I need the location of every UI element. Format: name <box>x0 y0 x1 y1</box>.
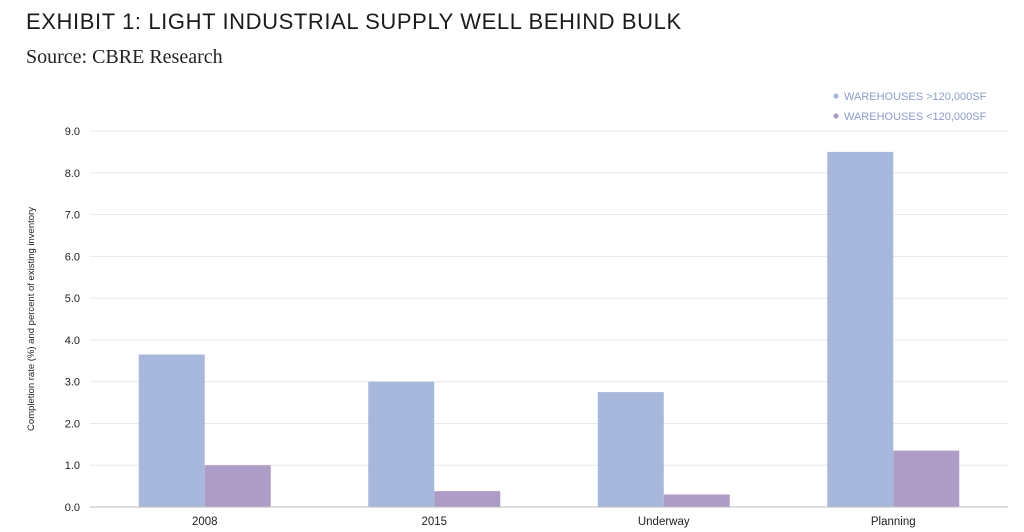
y-axis-label: Completion rate (%) and percent of exist… <box>26 207 37 431</box>
y-axis-ticks: 0.0 1.0 2.0 3.0 4.0 5.0 6.0 7.0 8.0 9.0 <box>65 126 80 514</box>
y-tick-label: 8.0 <box>65 168 80 180</box>
bar-small-planning <box>893 450 960 507</box>
y-tick-label: 0.0 <box>65 502 80 514</box>
y-tick-label: 3.0 <box>65 377 80 389</box>
legend: WAREHOUSES >120,000SF WAREHOUSES <120,000… <box>833 91 987 123</box>
bar-large-2015 <box>368 381 435 507</box>
y-tick-label: 4.0 <box>65 335 80 347</box>
chart-subtitle: Source: CBRE Research <box>26 46 223 68</box>
legend-marker <box>833 113 839 119</box>
x-tick-label: 2008 <box>192 516 218 528</box>
y-tick-label: 9.0 <box>65 126 80 138</box>
y-tick-label: 7.0 <box>65 210 80 222</box>
bar-large-2008 <box>138 354 205 507</box>
x-tick-label: Planning <box>871 516 916 528</box>
y-tick-label: 2.0 <box>65 418 80 430</box>
legend-label: WAREHOUSES >120,000SF <box>844 91 987 103</box>
legend-marker <box>833 93 839 99</box>
chart-title: EXHIBIT 1: LIGHT INDUSTRIAL SUPPLY WELL … <box>26 9 682 34</box>
x-tick-label: Underway <box>638 516 690 528</box>
y-tick-label: 5.0 <box>65 293 80 305</box>
bar-small-2008 <box>204 465 271 507</box>
bar-large-planning <box>827 151 894 507</box>
bar-small-underway <box>663 494 730 507</box>
x-axis-ticks: 2008 2015 Underway Planning <box>192 516 916 528</box>
legend-label: WAREHOUSES <120,000SF <box>844 111 987 123</box>
bars <box>138 151 960 507</box>
x-tick-label: 2015 <box>421 516 447 528</box>
y-tick-label: 6.0 <box>65 251 80 263</box>
y-tick-label: 1.0 <box>65 460 80 472</box>
bar-small-2015 <box>434 491 501 507</box>
bar-large-underway <box>597 392 664 507</box>
